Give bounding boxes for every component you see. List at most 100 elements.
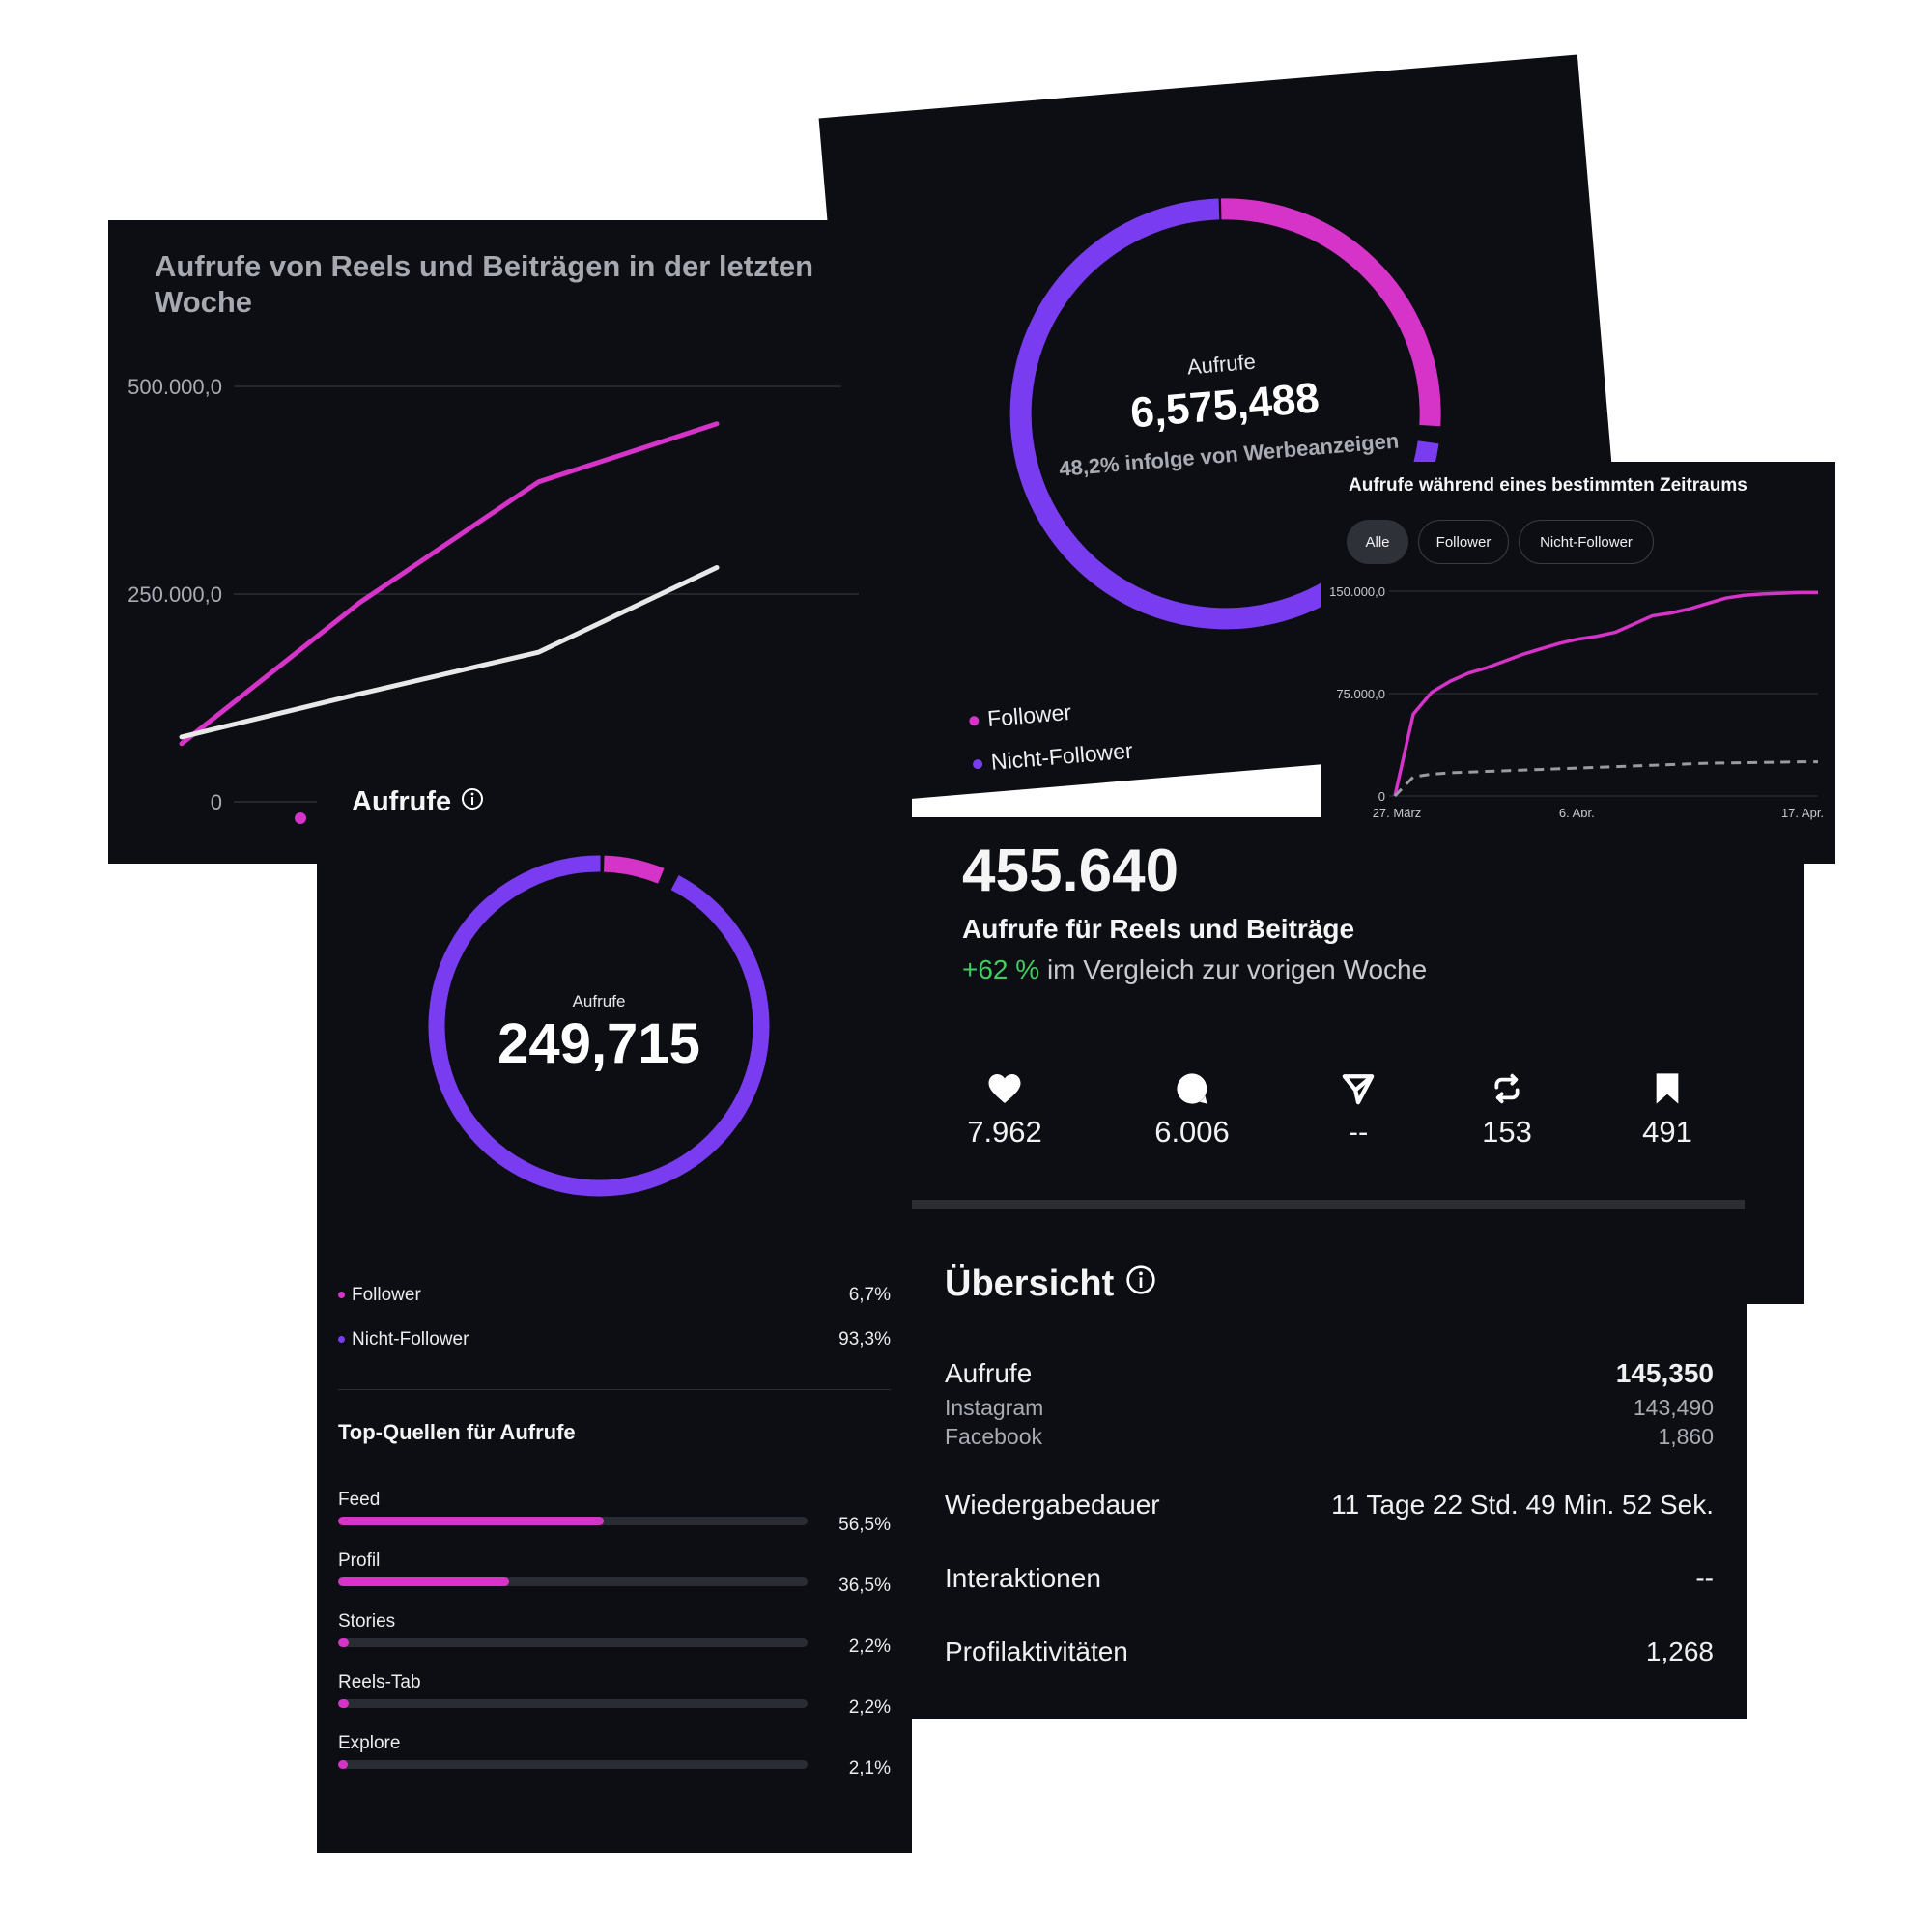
source-bar-track bbox=[338, 1517, 808, 1525]
likes-stat: 7.962 bbox=[937, 1072, 1072, 1150]
source-bar-fill bbox=[338, 1577, 510, 1586]
donut-center-value: 6,575,488 bbox=[1128, 374, 1321, 437]
legend-follower-label: Follower bbox=[986, 699, 1072, 731]
likes-value: 7.962 bbox=[967, 1115, 1042, 1149]
share-icon bbox=[1291, 1072, 1426, 1109]
instagram-value: 143,490 bbox=[1633, 1395, 1714, 1420]
follower-legend-row: Follower 6,7% bbox=[338, 1285, 891, 1306]
donut-center-label: Aufrufe bbox=[573, 992, 626, 1010]
top-sources-title: Top-Quellen für Aufrufe bbox=[338, 1420, 576, 1444]
overview-title: Übersicht bbox=[945, 1264, 1115, 1304]
y-tick-label: 150.000,0 bbox=[1329, 584, 1385, 599]
saves-stat: 491 bbox=[1600, 1072, 1735, 1150]
views-header-label: Aufrufe bbox=[352, 786, 452, 817]
source-label: Feed bbox=[338, 1490, 381, 1510]
watch-time-label: Wiedergabedauer bbox=[945, 1490, 1160, 1520]
overview-instagram-row: Instagram 143,490 bbox=[945, 1395, 1714, 1421]
source-bar-track bbox=[338, 1760, 808, 1769]
filter-follower-pill[interactable]: Follower bbox=[1418, 520, 1509, 564]
follower-label: Follower bbox=[352, 1285, 421, 1305]
donut-non-follower-arc bbox=[1009, 198, 1441, 630]
non-follower-pct: 93,3% bbox=[838, 1329, 891, 1350]
non-follower-label: Nicht-Follower bbox=[352, 1329, 469, 1350]
source-row-feed: Feed 56,5% bbox=[338, 1490, 891, 1544]
total-views-value: 455.640 bbox=[962, 838, 1179, 904]
source-label: Reels-Tab bbox=[338, 1672, 421, 1692]
follower-dot bbox=[338, 1292, 345, 1299]
period-views-card: Aufrufe während eines bestimmten Zeitrau… bbox=[1321, 462, 1835, 864]
shares-stat: -- bbox=[1291, 1072, 1426, 1150]
x-tick-label: 6. Apr. bbox=[1559, 806, 1595, 820]
source-pct: 36,5% bbox=[838, 1576, 891, 1596]
source-bar-fill bbox=[338, 1638, 349, 1647]
period-line-chart: 0 75.000,0 150.000,0 27. März 6. Apr. 17. Ap… bbox=[1329, 584, 1824, 820]
heart-icon bbox=[937, 1072, 1072, 1109]
views-header: Aufrufe bbox=[352, 786, 484, 818]
overview-card: Übersicht Aufrufe 145,350 Instagram 143,… bbox=[910, 1217, 1747, 1719]
views-split-donut: Aufrufe 249,715 bbox=[428, 855, 770, 1197]
weekly-views-line-chart: Aufrufe von Reels und Beiträgen in der l… bbox=[128, 249, 873, 824]
source-label: Explore bbox=[338, 1733, 401, 1753]
shares-value: -- bbox=[1348, 1115, 1369, 1149]
series-line-1 bbox=[179, 564, 720, 740]
period-chart-title: Aufrufe während eines bestimmten Zeitrau… bbox=[1349, 475, 1747, 496]
comment-icon bbox=[1124, 1072, 1260, 1109]
source-pct: 2,2% bbox=[848, 1636, 891, 1657]
source-label: Profil bbox=[338, 1550, 381, 1571]
source-bar-fill bbox=[338, 1760, 349, 1769]
source-pct: 56,5% bbox=[838, 1515, 891, 1535]
info-icon[interactable] bbox=[1125, 1264, 1156, 1305]
filter-all-pill[interactable]: Alle bbox=[1347, 520, 1408, 564]
legend-divider bbox=[338, 1389, 891, 1390]
source-bar-track bbox=[338, 1699, 808, 1708]
legend-non-follower-dot bbox=[973, 759, 983, 770]
donut-follower-arc bbox=[428, 855, 770, 1197]
comments-stat: 6.006 bbox=[1124, 1072, 1260, 1150]
views-label: Aufrufe bbox=[945, 1358, 1033, 1388]
source-row-stories: Stories 2,2% bbox=[338, 1611, 891, 1665]
source-label: Stories bbox=[338, 1611, 396, 1632]
interactions-value: -- bbox=[1695, 1563, 1714, 1593]
legend-non-follower-label: Nicht-Follower bbox=[990, 738, 1134, 775]
section-divider bbox=[910, 1200, 1745, 1209]
views-value: 145,350 bbox=[1615, 1358, 1714, 1388]
legend-follower-dot bbox=[969, 716, 980, 726]
series-line-1 bbox=[1393, 760, 1818, 798]
source-row-profile: Profil 36,5% bbox=[338, 1550, 891, 1605]
facebook-value: 1,860 bbox=[1658, 1424, 1714, 1449]
overview-facebook-row: Facebook 1,860 bbox=[945, 1424, 1714, 1450]
follower-pct: 6,7% bbox=[848, 1285, 891, 1305]
overview-interactions-row: Interaktionen -- bbox=[945, 1563, 1714, 1594]
info-icon[interactable] bbox=[461, 786, 484, 818]
y-tick-label: 0 bbox=[1378, 789, 1385, 804]
saves-value: 491 bbox=[1642, 1115, 1692, 1149]
change-text: im Vergleich zur vorigen Woche bbox=[1046, 954, 1428, 984]
weekly-comparison: +62 % im Vergleich zur vorigen Woche bbox=[962, 954, 1427, 985]
interactions-label: Interaktionen bbox=[945, 1563, 1101, 1593]
overview-title-row: Übersicht bbox=[945, 1264, 1156, 1305]
non-follower-legend-row: Nicht-Follower 93,3% bbox=[338, 1329, 891, 1350]
source-bar-track bbox=[338, 1577, 808, 1586]
y-tick-label: 250.000,0 bbox=[128, 582, 222, 607]
profile-activity-label: Profilaktivitäten bbox=[945, 1636, 1128, 1666]
comments-value: 6.006 bbox=[1154, 1115, 1230, 1149]
overview-watch-time-row: Wiedergabedauer 11 Tage 22 Std. 49 Min. … bbox=[945, 1490, 1714, 1520]
change-value: +62 % bbox=[962, 954, 1040, 984]
weekly-views-line-chart-card: Aufrufe von Reels und Beiträgen in der l… bbox=[108, 220, 881, 864]
overview-views-row: Aufrufe 145,350 bbox=[945, 1358, 1714, 1389]
donut-center-label: Aufrufe bbox=[1186, 350, 1257, 380]
facebook-label: Facebook bbox=[945, 1424, 1043, 1449]
instagram-label: Instagram bbox=[945, 1395, 1044, 1420]
bookmark-icon bbox=[1600, 1072, 1735, 1109]
filter-non-follower-pill[interactable]: Nicht-Follower bbox=[1519, 520, 1654, 564]
source-row-reels-tab: Reels-Tab 2,2% bbox=[338, 1672, 891, 1726]
source-pct: 2,1% bbox=[848, 1758, 891, 1778]
watch-time-value: 11 Tage 22 Std. 49 Min. 52 Sek. bbox=[1331, 1490, 1714, 1520]
donut-center-value: 249,715 bbox=[497, 1012, 700, 1075]
y-tick-label: 75.000,0 bbox=[1336, 687, 1385, 701]
reposts-value: 153 bbox=[1482, 1115, 1532, 1149]
source-bar-fill bbox=[338, 1517, 604, 1525]
legend-dot bbox=[295, 812, 306, 824]
y-tick-label: 0 bbox=[211, 790, 222, 814]
profile-activity-value: 1,268 bbox=[1645, 1636, 1714, 1666]
